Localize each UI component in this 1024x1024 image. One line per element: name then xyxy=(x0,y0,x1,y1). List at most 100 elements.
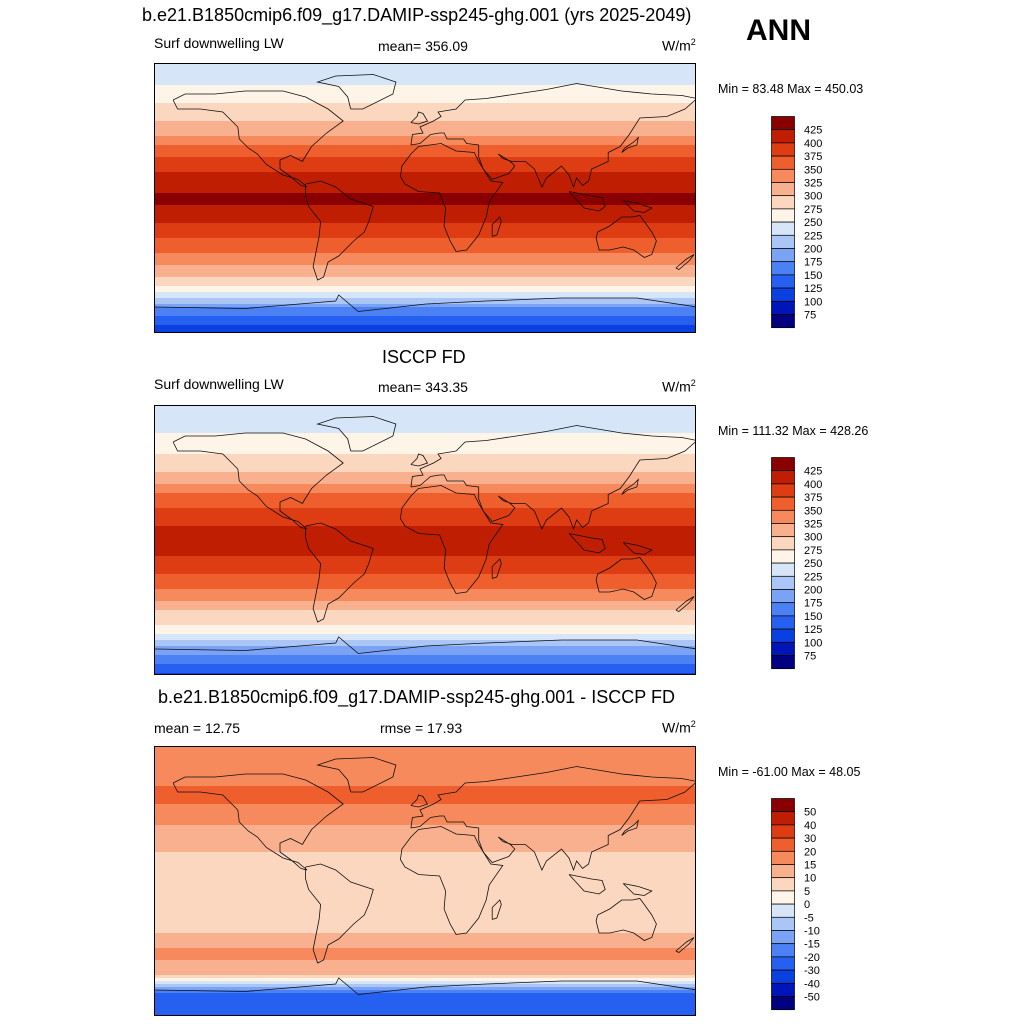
latitude-band xyxy=(155,301,695,305)
latitude-band xyxy=(155,103,695,107)
colorbar-swatch xyxy=(771,536,795,551)
latitude-band xyxy=(155,1014,695,1015)
latitude-band xyxy=(155,810,695,814)
latitude-band xyxy=(155,957,695,961)
latitude-band xyxy=(155,921,695,925)
panel-2-heatmap-svg xyxy=(155,406,695,674)
coastline xyxy=(410,453,429,467)
latitude-band xyxy=(155,894,695,898)
latitude-band xyxy=(155,589,695,593)
latitude-band xyxy=(155,271,695,275)
latitude-band xyxy=(155,475,695,479)
colorbar-tick-label: 225 xyxy=(804,571,822,583)
latitude-band xyxy=(155,427,695,431)
latitude-band xyxy=(155,148,695,152)
latitude-band xyxy=(155,511,695,515)
colorbar-tick-label: 175 xyxy=(804,257,822,269)
colorbar-swatch xyxy=(771,877,795,892)
latitude-band xyxy=(155,64,695,68)
colorbar-tick-label: 425 xyxy=(804,125,822,137)
latitude-band xyxy=(155,109,695,113)
latitude-band xyxy=(155,418,695,422)
latitude-band xyxy=(155,879,695,883)
latitude-band xyxy=(155,652,695,656)
colorbar-swatch xyxy=(771,509,795,524)
latitude-band xyxy=(155,253,695,257)
coastline xyxy=(568,874,606,895)
latitude-band xyxy=(155,460,695,464)
latitude-band xyxy=(155,550,695,554)
colorbar-tick-label: 400 xyxy=(804,479,822,491)
colorbar-tick-label: 20 xyxy=(804,846,816,858)
colorbar-swatch xyxy=(771,850,795,865)
colorbar-swatch xyxy=(771,798,795,813)
latitude-band xyxy=(155,250,695,254)
latitude-band xyxy=(155,1011,695,1015)
latitude-band xyxy=(155,181,695,185)
coastline xyxy=(622,883,653,896)
latitude-band xyxy=(155,888,695,892)
latitude-band xyxy=(155,951,695,955)
latitude-band xyxy=(155,637,695,641)
latitude-band xyxy=(155,592,695,596)
latitude-band xyxy=(155,658,695,662)
colorbar-swatch xyxy=(771,864,795,879)
colorbar-tick-label: 40 xyxy=(804,820,816,832)
latitude-band xyxy=(155,604,695,608)
latitude-band xyxy=(155,858,695,862)
latitude-band xyxy=(155,885,695,889)
latitude-band xyxy=(155,454,695,458)
latitude-band xyxy=(155,133,695,137)
latitude-band xyxy=(155,789,695,793)
latitude-band xyxy=(155,79,695,83)
colorbar-tick-label: -50 xyxy=(804,992,820,1004)
panel-2-colorbar: 425 400 375 350 325 300 275 250 225 200 175 150 125 1… xyxy=(771,457,822,670)
latitude-band xyxy=(155,936,695,940)
latitude-band xyxy=(155,118,695,122)
latitude-band xyxy=(155,927,695,931)
latitude-band xyxy=(155,661,695,665)
coastline xyxy=(621,136,639,153)
latitude-band xyxy=(155,151,695,155)
latitude-band xyxy=(155,870,695,874)
latitude-band xyxy=(155,861,695,865)
latitude-band xyxy=(155,280,695,284)
latitude-band xyxy=(155,768,695,772)
latitude-band xyxy=(155,843,695,847)
latitude-band xyxy=(155,505,695,509)
latitude-band xyxy=(155,906,695,910)
panel-1-map xyxy=(154,63,696,333)
latitude-band xyxy=(155,526,695,530)
latitude-band xyxy=(155,73,695,77)
colorbar-tick-label: 375 xyxy=(804,492,822,504)
coastline xyxy=(316,74,397,110)
latitude-band xyxy=(155,199,695,203)
colorbar-tick-label: 250 xyxy=(804,217,822,229)
latitude-band xyxy=(155,586,695,590)
latitude-band xyxy=(155,801,695,805)
latitude-band xyxy=(155,837,695,841)
coastline xyxy=(316,416,397,452)
colorbar-tick-label: 125 xyxy=(804,283,822,295)
latitude-band xyxy=(155,157,695,161)
colorbar-tick-label: 5 xyxy=(804,886,810,898)
latitude-band xyxy=(155,217,695,221)
coastline xyxy=(491,558,502,579)
panel-1-left-label: Surf downwelling LW xyxy=(154,35,284,51)
colorbar-swatch xyxy=(771,982,795,997)
latitude-band xyxy=(155,307,695,311)
latitude-band xyxy=(155,214,695,218)
colorbar-tick-label: 75 xyxy=(804,651,816,663)
latitude-band xyxy=(155,136,695,140)
coastline xyxy=(400,143,504,252)
latitude-band xyxy=(155,945,695,949)
latitude-band xyxy=(155,166,695,170)
latitude-band xyxy=(155,855,695,859)
panel-3-title: b.e21.B1850cmip6.f09_g17.DAMIP-ssp245-gh… xyxy=(158,687,675,707)
season-label: ANN xyxy=(746,14,811,47)
latitude-band xyxy=(155,406,695,410)
latitude-band xyxy=(155,496,695,500)
latitude-band xyxy=(155,930,695,934)
latitude-band xyxy=(155,226,695,230)
colorbar-tick-label: 200 xyxy=(804,585,822,597)
